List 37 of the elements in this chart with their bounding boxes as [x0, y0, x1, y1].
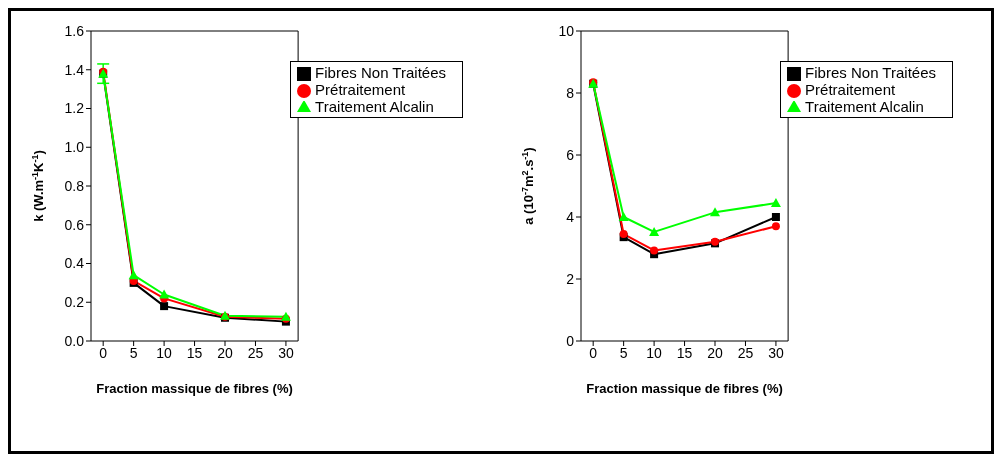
y-tick-label: 0.6 — [64, 216, 85, 233]
y-tick-label: 1.4 — [64, 61, 85, 78]
x-tick-label: 25 — [247, 344, 264, 361]
y-tick-label: 0.8 — [64, 177, 85, 194]
x-tick-label: 30 — [278, 344, 294, 361]
y-tick-label: 10 — [558, 22, 575, 39]
y-tick-label: 1.2 — [64, 100, 85, 117]
legend-label: Prétraitement — [805, 81, 896, 99]
y-tick-label: 0.0 — [64, 332, 85, 349]
x-axis-title: Fraction massique de fibres (%) — [96, 381, 293, 396]
x-tick-label: 5 — [619, 344, 628, 361]
x-tick-label: 20 — [217, 344, 234, 361]
legend-label: Fibres Non Traitées — [315, 64, 446, 81]
x-tick-label: 15 — [186, 344, 203, 361]
y-tick-label: 0.2 — [64, 294, 85, 311]
x-tick-label: 0 — [99, 344, 108, 361]
x-tick-label: 30 — [768, 344, 784, 361]
x-tick-label: 25 — [737, 344, 754, 361]
y-tick-label: 6 — [566, 146, 575, 163]
x-axis-title: Fraction massique de fibres (%) — [586, 381, 783, 396]
x-tick-label: 5 — [129, 344, 138, 361]
x-tick-label: 10 — [156, 344, 173, 361]
legend-label: Traitement Alcalin — [805, 98, 924, 116]
x-tick-label: 0 — [589, 344, 598, 361]
y-tick-label: 0 — [566, 332, 575, 349]
legend-label: Fibres Non Traitées — [805, 64, 936, 81]
legend-label: Traitement Alcalin — [315, 98, 434, 116]
y-tick-label: 1.6 — [64, 22, 85, 39]
y-tick-label: 2 — [566, 270, 575, 287]
y-tick-label: 4 — [566, 208, 575, 225]
x-tick-label: 10 — [646, 344, 663, 361]
x-tick-label: 20 — [707, 344, 724, 361]
y-tick-label: 0.4 — [64, 255, 85, 272]
y-tick-label: 1.0 — [64, 139, 85, 156]
y-tick-label: 8 — [566, 84, 575, 101]
legend-label: Prétraitement — [315, 81, 406, 99]
x-tick-label: 15 — [676, 344, 693, 361]
